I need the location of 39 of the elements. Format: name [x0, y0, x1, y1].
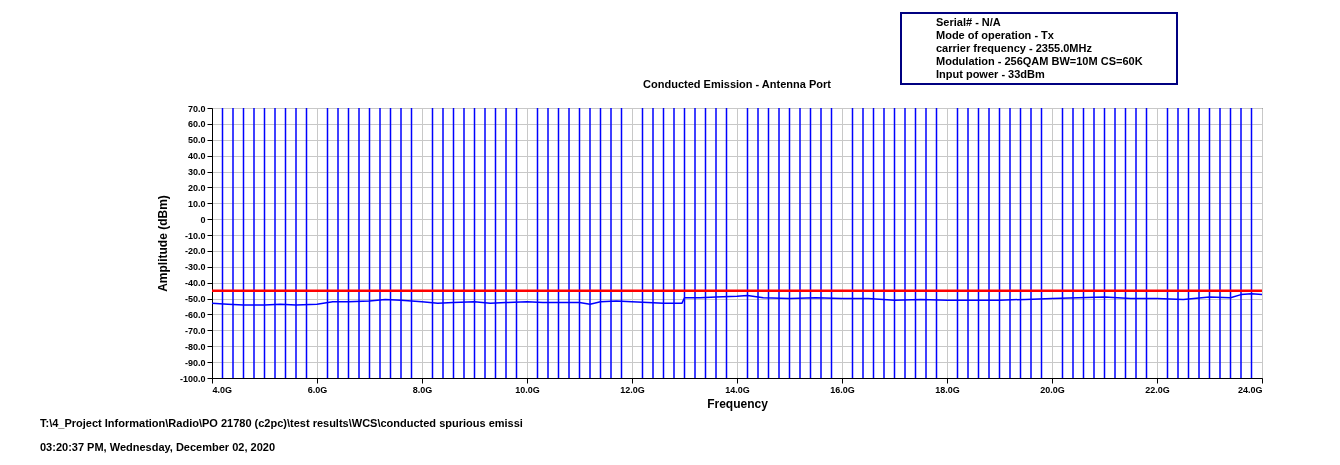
text: T:\4_Project Information\Radio\PO 21780 (c2pc)\test results\WCS\conducted spurious emissi — [40, 417, 523, 429]
y-axis-title: Amplitude (dBm) — [155, 195, 170, 292]
x-tick-label: 10.0G — [515, 384, 540, 395]
x-tick-label: 22.0G — [1145, 384, 1170, 395]
y-tick-label: 30.0 — [187, 167, 206, 178]
y-tick-label: -60.0 — [184, 309, 206, 320]
text: Serial# - N/A — [936, 16, 1002, 29]
y-tick-label: 50.0 — [187, 135, 206, 146]
x-tick-label: 14.0G — [725, 384, 750, 395]
x-axis-title: Frequency — [707, 396, 769, 411]
y-tick-label: -20.0 — [184, 246, 206, 257]
x-tick-label: 8.0G — [412, 384, 433, 395]
y-tick-label: 40.0 — [187, 151, 206, 162]
text: Mode of operation - Tx — [936, 29, 1055, 42]
y-tick-label: -70.0 — [184, 325, 206, 336]
chart-title: Conducted Emission - Antenna Port — [643, 78, 832, 90]
y-tick-label: 60.0 — [187, 119, 206, 130]
y-tick-label: -30.0 — [184, 262, 206, 273]
x-tick-label: 4.0G — [212, 384, 233, 395]
y-tick-label: 20.0 — [187, 182, 206, 193]
y-tick-label: -40.0 — [184, 278, 206, 289]
x-tick-label: 16.0G — [830, 384, 855, 395]
y-tick-label: -50.0 — [184, 294, 206, 305]
x-tick-label: 20.0G — [1040, 384, 1065, 395]
y-tick-label: -90.0 — [184, 357, 206, 368]
y-tick-label: -10.0 — [184, 230, 206, 241]
x-tick-label: 24.0G — [1237, 384, 1263, 395]
text: carrier frequency - 2355.0MHz — [936, 42, 1093, 55]
text: Modulation - 256QAM BW=10M CS=60K — [936, 55, 1144, 68]
y-tick-label: -100.0 — [179, 373, 206, 384]
y-tick-label: -80.0 — [184, 341, 206, 352]
x-tick-label: 18.0G — [935, 384, 960, 395]
y-tick-label: 70.0 — [187, 103, 206, 114]
text: 03:20:37 PM, Wednesday, December 02, 2020 — [40, 441, 275, 453]
y-tick-label: 10.0 — [187, 198, 206, 209]
x-tick-label: 6.0G — [307, 384, 328, 395]
x-tick-label: 12.0G — [620, 384, 645, 395]
y-tick-label: 0 — [200, 214, 206, 225]
text: Input power - 33dBm — [936, 68, 1046, 81]
